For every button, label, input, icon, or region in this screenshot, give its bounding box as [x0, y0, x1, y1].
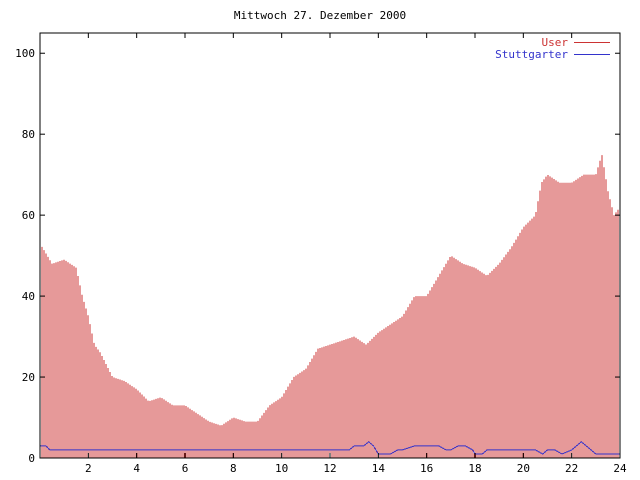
- legend: User Stuttgarter: [495, 35, 610, 61]
- user-bars-group: [39, 155, 621, 458]
- x-tick-label: 4: [133, 462, 140, 475]
- y-tick-label: 40: [22, 290, 35, 303]
- legend-entry-user: User: [495, 35, 610, 49]
- x-tick-label: 18: [468, 462, 481, 475]
- chart-title: Mittwoch 27. Dezember 2000: [233, 9, 407, 22]
- x-tick-label: 14: [372, 462, 386, 475]
- y-tick-label: 80: [22, 128, 35, 141]
- x-tick-label: 8: [230, 462, 237, 475]
- legend-swatch-user: [574, 41, 610, 43]
- y-tick-label: 0: [28, 452, 35, 465]
- y-axis: 0 20 40 60 80 100: [15, 47, 620, 465]
- y-tick-label: 100: [15, 47, 35, 60]
- x-tick-label: 24: [613, 462, 627, 475]
- x-tick-label: 12: [323, 462, 336, 475]
- legend-entry-stuttgarter: Stuttgarter: [495, 47, 610, 61]
- x-tick-label: 16: [420, 462, 433, 475]
- x-tick-label: 6: [182, 462, 189, 475]
- legend-swatch-stuttgarter: [574, 53, 610, 55]
- x-tick-label: 10: [275, 462, 288, 475]
- legend-label-user: User: [541, 35, 569, 49]
- x-tick-label: 2: [85, 462, 92, 475]
- legend-label-stuttgarter: Stuttgarter: [495, 47, 568, 61]
- y-tick-label: 20: [22, 371, 35, 384]
- series-line-stuttgarter: [40, 441, 620, 455]
- x-tick-label: 22: [565, 462, 578, 475]
- x-tick-label: 20: [517, 462, 530, 475]
- y-tick-label: 60: [22, 209, 35, 222]
- x-axis: 2 4 6 8 10 12 14 16 18 20 22 24: [85, 33, 627, 475]
